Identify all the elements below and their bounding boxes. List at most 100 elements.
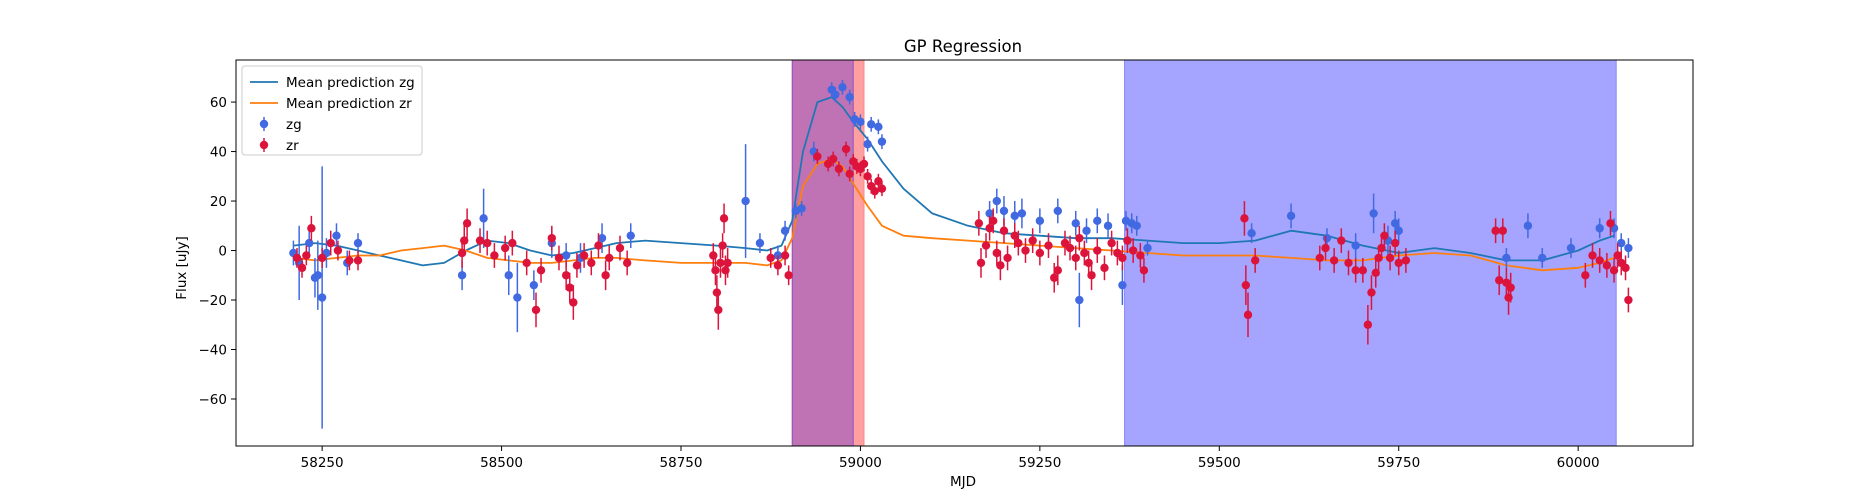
zg-point — [529, 280, 539, 290]
zr-point — [457, 248, 467, 258]
y-tick-label: 60 — [210, 95, 227, 111]
zr-point — [1250, 256, 1260, 265]
zr-point — [579, 251, 589, 260]
zg-point — [877, 137, 887, 146]
zg-point — [1053, 206, 1063, 216]
zr-point — [1377, 243, 1386, 253]
x-tick-label: 59000 — [839, 455, 882, 471]
zr-point — [1093, 246, 1102, 255]
zr-point — [1380, 231, 1389, 240]
zr-point — [712, 288, 722, 297]
zr-point — [766, 253, 775, 263]
zr-point — [460, 236, 469, 245]
zr-point — [536, 266, 546, 275]
zr-point — [989, 216, 998, 226]
zr-point — [1367, 288, 1376, 297]
zr-point — [1315, 253, 1324, 263]
zr-point — [1136, 251, 1145, 260]
zr-point — [1139, 266, 1149, 275]
zr-point — [522, 258, 531, 268]
zr-point — [1351, 266, 1360, 275]
zr-point — [974, 219, 984, 228]
zr-point — [1606, 219, 1615, 228]
zr-point — [1243, 310, 1253, 320]
zg-point — [1502, 253, 1511, 263]
legend-box — [241, 65, 423, 156]
zr-point — [780, 251, 790, 260]
zg-point — [1595, 224, 1604, 233]
zr-point — [475, 236, 485, 245]
y-axis-label: Flux [uJy] — [174, 236, 190, 299]
zr-point — [565, 283, 574, 292]
zr-point — [1075, 233, 1084, 243]
zr-point — [1021, 246, 1030, 255]
series-zg — [289, 79, 1633, 429]
y-tick-label: 20 — [210, 194, 227, 210]
zg-point — [479, 214, 488, 223]
zr-point — [863, 172, 872, 181]
zr-point — [1107, 238, 1116, 248]
zr-point — [981, 241, 991, 250]
zg-point — [1075, 295, 1084, 305]
zr-point — [874, 177, 883, 186]
mean-prediction-line-zr — [293, 158, 1615, 272]
y-tick-label: −20 — [199, 293, 228, 309]
zr-point — [508, 238, 517, 248]
zr-point — [719, 214, 729, 223]
chart-title: GP Regression — [904, 37, 1022, 56]
zr-point — [714, 305, 723, 315]
zr-point — [317, 253, 327, 263]
zg-point — [741, 196, 750, 206]
zg-point — [1286, 211, 1296, 221]
zr-point — [605, 253, 614, 263]
zr-point — [773, 261, 783, 270]
zr-point — [353, 256, 363, 265]
zr-point — [1506, 283, 1515, 292]
zr-point — [828, 154, 838, 164]
zr-point — [622, 258, 632, 268]
zg-point — [1118, 280, 1127, 290]
zg-point — [1247, 229, 1256, 238]
zg-point — [874, 122, 883, 132]
zg-point — [561, 251, 571, 260]
zr-point — [1100, 263, 1109, 273]
zr-point — [326, 238, 335, 248]
zg-point — [1143, 243, 1152, 253]
zr-point — [601, 271, 610, 280]
zg-point — [866, 120, 876, 129]
zr-point — [1588, 251, 1597, 260]
zr-point — [721, 266, 730, 275]
zr-point — [985, 224, 994, 233]
zg-point — [999, 206, 1009, 216]
legend-label: Mean prediction zr — [286, 96, 412, 112]
zr-point — [996, 261, 1005, 270]
zr-point — [1003, 253, 1012, 263]
zg-point — [1617, 238, 1626, 248]
zr-point — [1613, 251, 1622, 260]
zr-point — [1390, 238, 1400, 248]
zg-point — [845, 92, 854, 102]
zg-point — [1035, 216, 1045, 226]
zg-point — [597, 233, 607, 243]
zg-point — [985, 209, 994, 218]
zr-point — [1495, 276, 1504, 285]
zg-point — [626, 231, 635, 240]
zg-point — [838, 83, 847, 92]
shaded-region-2 — [791, 60, 854, 446]
zr-point — [1374, 253, 1383, 263]
zr-point — [1385, 253, 1395, 263]
zr-point — [845, 169, 854, 179]
zr-point — [1240, 214, 1249, 223]
zr-point — [1241, 280, 1251, 290]
zr-point — [992, 248, 1001, 258]
zr-point — [1118, 253, 1127, 263]
zg-point — [856, 117, 865, 127]
zr-point — [587, 258, 596, 268]
zr-point — [870, 186, 879, 196]
zg-point — [1071, 219, 1080, 228]
zr-point — [1071, 253, 1080, 263]
zr-point — [813, 152, 822, 161]
zg-point — [1523, 221, 1533, 230]
zr-point — [976, 258, 986, 268]
zg-point — [1322, 233, 1332, 243]
